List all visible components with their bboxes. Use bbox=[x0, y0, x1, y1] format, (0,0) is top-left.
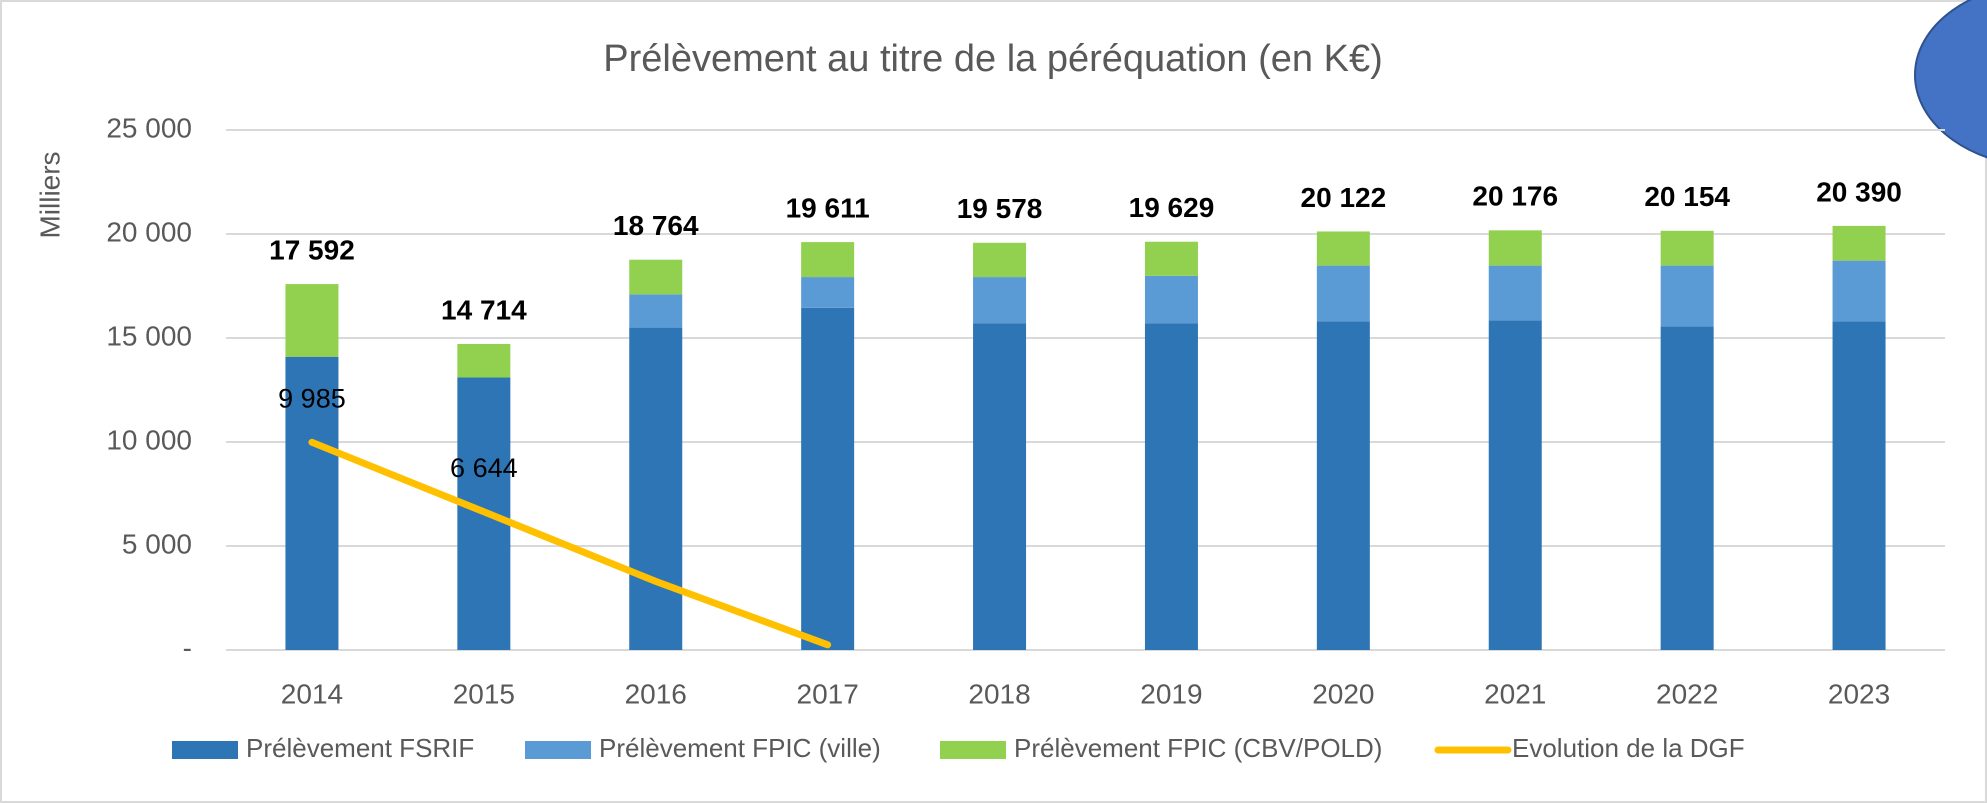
bar-segment bbox=[1660, 230, 1714, 266]
bar-segment bbox=[285, 284, 339, 357]
line-series bbox=[308, 438, 832, 649]
total-label: 17 592 bbox=[269, 234, 355, 265]
y-tick-label: 5 000 bbox=[122, 528, 192, 559]
x-tick-label: 2018 bbox=[968, 678, 1030, 709]
bar-segment bbox=[1832, 260, 1886, 322]
x-tick-label: 2016 bbox=[625, 678, 687, 709]
legend-label: Prélèvement FSRIF bbox=[246, 733, 474, 763]
bar-segment bbox=[1316, 265, 1370, 322]
bar-segment bbox=[1488, 320, 1542, 650]
total-label: 18 764 bbox=[613, 210, 699, 241]
bar-segment bbox=[1144, 241, 1198, 276]
x-tick-label: 2017 bbox=[797, 678, 859, 709]
x-tick-label: 2023 bbox=[1828, 678, 1890, 709]
x-tick-label: 2021 bbox=[1484, 678, 1546, 709]
legend-swatch bbox=[940, 741, 1006, 759]
bar-segment bbox=[457, 343, 511, 378]
legend-swatch bbox=[172, 741, 238, 759]
total-label: 19 578 bbox=[957, 193, 1043, 224]
bar-segment bbox=[1144, 275, 1198, 324]
bar-segment bbox=[973, 323, 1027, 650]
y-tick-label: 25 000 bbox=[106, 112, 192, 143]
total-label: 20 122 bbox=[1301, 182, 1387, 213]
bar-segment bbox=[629, 294, 683, 328]
x-tick-label: 2022 bbox=[1656, 678, 1718, 709]
shape-ellipse bbox=[1914, 0, 1987, 159]
total-label: 20 176 bbox=[1472, 181, 1558, 212]
line-value-label: 6 644 bbox=[450, 453, 518, 483]
bar-segment bbox=[1832, 321, 1886, 650]
legend-label: Prélèvement FPIC (ville) bbox=[599, 733, 881, 763]
bar-segment bbox=[973, 242, 1027, 278]
bar-segment bbox=[801, 277, 855, 308]
line-value-label: 9 985 bbox=[278, 383, 346, 413]
bar-segment bbox=[1144, 323, 1198, 650]
bar-segment bbox=[1488, 265, 1542, 321]
total-label: 19 629 bbox=[1129, 192, 1215, 223]
bar-segment bbox=[629, 327, 683, 650]
y-axis-label: Milliers bbox=[34, 151, 65, 238]
bar-segment bbox=[1660, 265, 1714, 327]
legend-swatch bbox=[525, 741, 591, 759]
total-label: 20 390 bbox=[1816, 176, 1902, 207]
y-tick-label: 10 000 bbox=[106, 424, 192, 455]
y-tick-label: - bbox=[183, 632, 192, 663]
bar-segment bbox=[801, 307, 855, 650]
y-tick-label: 20 000 bbox=[106, 216, 192, 247]
bar-segment bbox=[801, 242, 855, 278]
x-tick-label: 2020 bbox=[1312, 678, 1374, 709]
total-label: 14 714 bbox=[441, 294, 527, 325]
bar-segment bbox=[285, 356, 339, 650]
bar-segment bbox=[629, 259, 683, 295]
x-tick-label: 2014 bbox=[281, 678, 343, 709]
bar-segment bbox=[1316, 231, 1370, 266]
chart-title: Prélèvement au titre de la péréquation (… bbox=[603, 38, 1382, 80]
bar-segment bbox=[1488, 230, 1542, 266]
bar-segment bbox=[1316, 321, 1370, 650]
x-tick-label: 2015 bbox=[453, 678, 515, 709]
bar-segment bbox=[1832, 225, 1886, 261]
legend-label: Prélèvement FPIC (CBV/POLD) bbox=[1014, 733, 1382, 763]
total-label: 19 611 bbox=[786, 192, 870, 223]
x-tick-label: 2019 bbox=[1140, 678, 1202, 709]
bar-segment bbox=[1660, 326, 1714, 650]
bar-segment bbox=[973, 277, 1027, 324]
y-tick-label: 15 000 bbox=[106, 320, 192, 351]
total-label: 20 154 bbox=[1644, 181, 1730, 212]
legend-label: Evolution de la DGF bbox=[1512, 733, 1745, 763]
